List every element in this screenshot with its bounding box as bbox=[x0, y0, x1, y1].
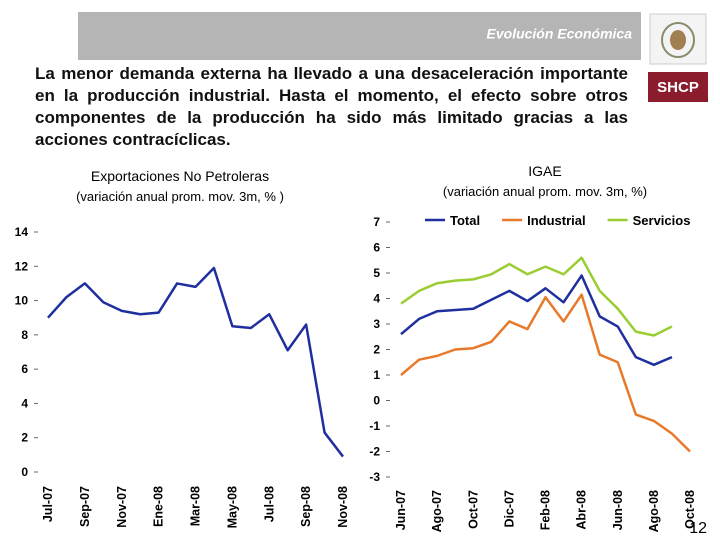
y-tick-label: 6 bbox=[21, 362, 28, 376]
x-tick-label: Abr-08 bbox=[575, 490, 589, 530]
y-tick-label: -3 bbox=[369, 470, 380, 484]
y-tick-label: 1 bbox=[373, 368, 380, 382]
legend-label: Total bbox=[450, 213, 480, 228]
body-text: La menor demanda externa ha llevado a un… bbox=[35, 64, 628, 149]
data-line bbox=[400, 256, 673, 337]
data-line bbox=[47, 266, 344, 458]
x-tick-label: Oct-08 bbox=[683, 490, 697, 529]
chart-title: IGAE bbox=[528, 163, 561, 179]
chart-subtitle: (variación anual prom. mov. 3m, %) bbox=[443, 184, 647, 199]
chart-subtitle: (variación anual prom. mov. 3m, % ) bbox=[76, 189, 284, 204]
x-tick-label: Feb-08 bbox=[539, 490, 553, 530]
header-title: Evolución Económica bbox=[487, 26, 633, 42]
x-tick-label: Nov-07 bbox=[115, 486, 129, 528]
chart-title: Exportaciones No Petroleras bbox=[91, 168, 269, 184]
y-tick-label: 0 bbox=[21, 465, 28, 479]
x-tick-label: Jun-08 bbox=[611, 490, 625, 530]
data-line bbox=[400, 293, 691, 453]
y-tick-label: 8 bbox=[21, 328, 28, 342]
x-tick-label: Ago-08 bbox=[647, 490, 661, 532]
logo-eagle bbox=[661, 22, 695, 58]
x-tick-label: Nov-08 bbox=[336, 486, 350, 528]
x-tick-label: Mar-08 bbox=[189, 486, 203, 526]
header-bar bbox=[78, 12, 641, 60]
logo-eagle bbox=[670, 30, 686, 50]
x-tick-label: Jun-07 bbox=[394, 490, 408, 530]
y-tick-label: 3 bbox=[373, 317, 380, 331]
x-tick-label: Sep-08 bbox=[299, 486, 313, 527]
x-tick-label: Jul-07 bbox=[41, 486, 55, 522]
data-line bbox=[400, 274, 673, 367]
y-tick-label: 0 bbox=[373, 394, 380, 408]
x-tick-label: Sep-07 bbox=[78, 486, 92, 527]
x-tick-label: Ene-08 bbox=[152, 486, 166, 527]
y-tick-label: 14 bbox=[15, 225, 29, 239]
logo-text: SHCP bbox=[657, 79, 699, 96]
y-tick-label: 4 bbox=[373, 292, 380, 306]
x-tick-label: Dic-07 bbox=[502, 490, 516, 528]
y-tick-label: 2 bbox=[373, 343, 380, 357]
y-tick-label: 10 bbox=[15, 294, 29, 308]
page-number: 12 bbox=[689, 520, 707, 537]
x-tick-label: Oct-07 bbox=[466, 490, 480, 529]
y-tick-label: 2 bbox=[21, 431, 28, 445]
legend-label: Servicios bbox=[633, 213, 691, 228]
y-tick-label: 4 bbox=[21, 396, 28, 410]
y-tick-label: 12 bbox=[15, 259, 29, 273]
logo-box bbox=[648, 72, 708, 102]
y-tick-label: 6 bbox=[373, 241, 380, 255]
y-tick-label: 7 bbox=[373, 215, 380, 229]
y-tick-label: -1 bbox=[369, 419, 380, 433]
y-tick-label: 5 bbox=[373, 266, 380, 280]
x-tick-label: Jul-08 bbox=[262, 486, 276, 522]
x-tick-label: May-08 bbox=[225, 486, 239, 528]
y-tick-label: -2 bbox=[369, 445, 380, 459]
legend-label: Industrial bbox=[527, 213, 586, 228]
x-tick-label: Ago-07 bbox=[430, 490, 444, 532]
